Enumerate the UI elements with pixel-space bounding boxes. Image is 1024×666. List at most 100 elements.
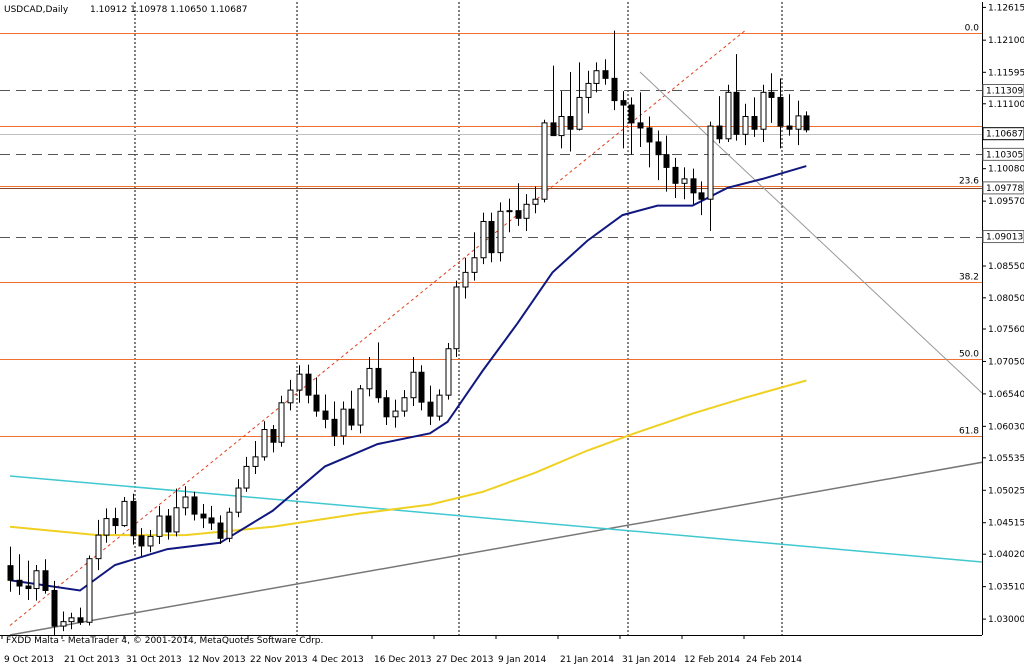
candle-body-25 (226, 511, 233, 539)
candle-body-20 (182, 496, 189, 509)
price-tick-label-13: 1.06030 (988, 422, 1024, 432)
trendline-3 (9, 475, 982, 563)
date-label-4: 22 Nov 2013 (250, 655, 308, 665)
candle-body-62 (550, 122, 557, 137)
ma-yellow-line (9, 379, 807, 537)
candle-body-86 (760, 91, 767, 130)
candle-69 (611, 30, 618, 111)
candle-35 (313, 377, 320, 417)
candle-9 (86, 555, 93, 626)
candle-body-63 (558, 116, 565, 137)
candle-89 (786, 94, 793, 136)
candle-11 (103, 508, 110, 543)
candle-51 (453, 280, 460, 357)
candle-body-4 (42, 570, 49, 591)
candle-70 (620, 91, 627, 149)
price-tick-label-2: 1.11595 (988, 68, 1024, 78)
candle-body-65 (576, 96, 583, 130)
candle-78 (690, 168, 697, 205)
candle-body-88 (777, 96, 784, 127)
candle-27 (243, 456, 250, 492)
current-price-label: 1.10687 (986, 130, 1023, 140)
date-label-0: 9 Oct 2013 (4, 655, 54, 665)
candle-body-56 (497, 210, 504, 254)
candle-body-85 (751, 116, 758, 130)
candle-body-47 (418, 371, 425, 403)
candle-body-7 (68, 617, 75, 623)
candle-body-44 (392, 410, 399, 418)
candle-body-87 (768, 91, 775, 98)
date-label-1: 21 Oct 2013 (64, 655, 120, 665)
candle-body-23 (208, 517, 215, 524)
candle-22 (200, 503, 207, 529)
candle-5 (51, 580, 58, 635)
fib-label-1: 23.6 (959, 177, 979, 187)
date-label-6: 16 Dec 2013 (374, 655, 432, 665)
chart-ohlc: 1.10912 1.10978 1.10650 1.10687 (90, 5, 247, 15)
candle-61 (541, 119, 548, 203)
date-label-7: 27 Dec 2013 (436, 655, 494, 665)
date-label-9: 21 Jan 2014 (560, 655, 614, 665)
level-label-box-1 (982, 147, 1024, 161)
candle-10 (95, 519, 102, 571)
candle-60 (532, 186, 539, 214)
candle-body-19 (173, 507, 180, 533)
candle-body-43 (383, 397, 390, 418)
candle-body-27 (243, 465, 250, 489)
candle-body-35 (313, 394, 320, 412)
candle-body-83 (733, 91, 740, 135)
price-tick-label-14: 1.05535 (988, 454, 1024, 464)
moving-averages (9, 165, 807, 592)
candle-body-59 (523, 203, 530, 219)
candle-17 (156, 505, 163, 545)
candle-49 (436, 389, 443, 421)
candle-26 (235, 479, 242, 518)
candle-body-68 (602, 70, 609, 79)
level-label-3: 1.09013 (986, 233, 1023, 243)
candle-body-49 (436, 394, 443, 417)
candle-75 (663, 135, 670, 192)
candle-87 (768, 73, 775, 123)
candle-48 (427, 385, 434, 426)
candle-body-41 (366, 367, 373, 390)
price-tick-label-9: 1.08050 (988, 294, 1024, 304)
candle-45 (401, 390, 408, 417)
level-label-box-2 (982, 181, 1024, 195)
candle-body-55 (488, 220, 495, 254)
candle-73 (646, 116, 653, 168)
candle-77 (681, 167, 688, 200)
candle-3 (33, 565, 40, 601)
candle-body-81 (716, 125, 723, 140)
candle-body-79 (698, 192, 705, 200)
candle-body-73 (646, 127, 653, 143)
candle-body-69 (611, 77, 618, 102)
candle-body-16 (147, 535, 154, 547)
candle-body-12 (112, 518, 119, 527)
candle-74 (655, 130, 662, 181)
horizontal-levels: 0.0 23.6 38.2 50.0 61.8 (0, 24, 982, 437)
price-tick-label-0: 1.12615 (988, 3, 1024, 13)
candle-body-90 (795, 115, 802, 130)
candle-body-52 (462, 271, 469, 288)
candle-76 (672, 157, 679, 198)
price-tick-label-1: 1.12100 (988, 36, 1024, 46)
level-label-box-0 (982, 83, 1024, 97)
candle-body-9 (86, 558, 93, 623)
candle-body-31 (278, 402, 285, 443)
candle-47 (418, 365, 425, 411)
price-tick-label-5: 1.10080 (988, 165, 1024, 175)
candle-body-17 (156, 515, 163, 537)
fib-label-0: 0.0 (965, 24, 980, 34)
fib-label-2: 38.2 (959, 273, 979, 283)
candle-body-42 (375, 367, 382, 399)
candle-21 (191, 491, 198, 521)
candle-body-54 (480, 220, 487, 259)
candle-body-24 (217, 522, 224, 539)
candle-body-48 (427, 401, 434, 417)
candle-body-50 (445, 348, 452, 396)
price-tick-label-11: 1.07050 (988, 357, 1024, 367)
candle-25 (226, 507, 233, 543)
price-tick-label-8: 1.08550 (988, 262, 1024, 272)
candle-64 (567, 71, 574, 152)
